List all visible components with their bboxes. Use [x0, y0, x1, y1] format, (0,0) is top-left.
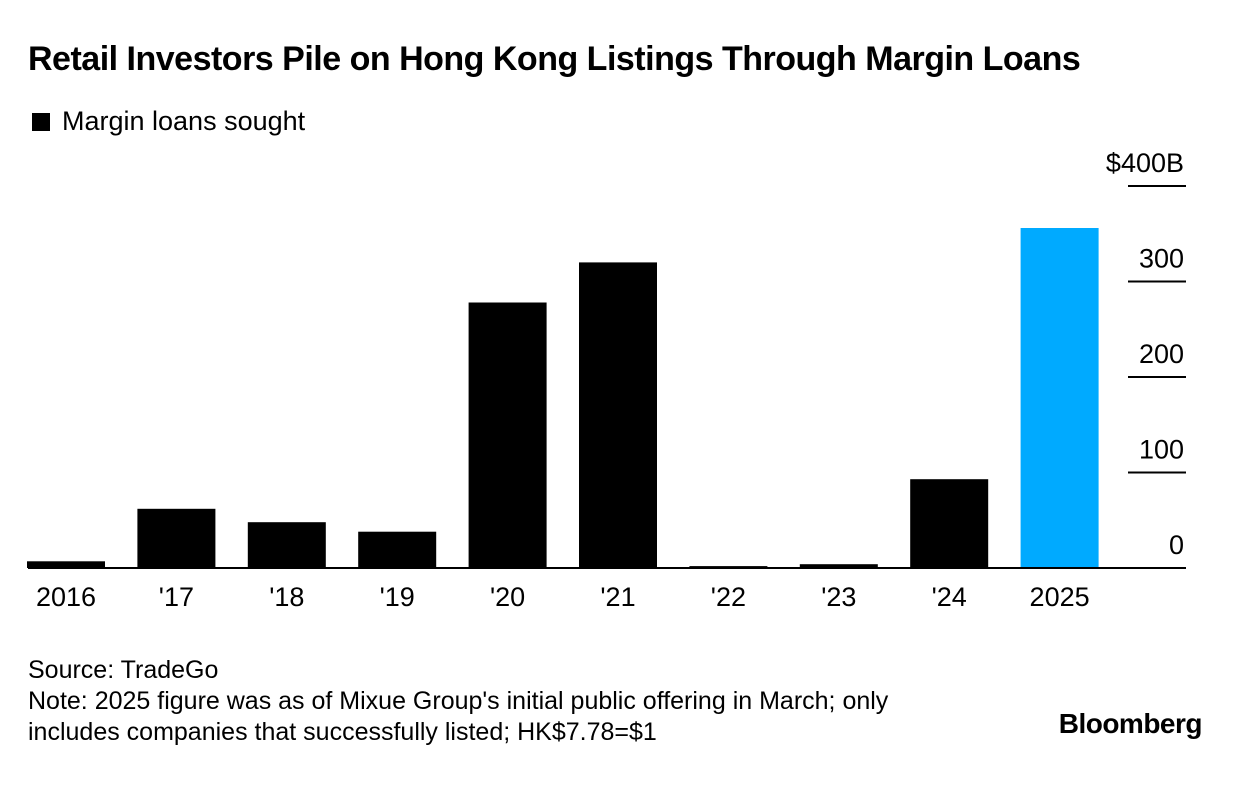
bar-18 [247, 522, 326, 568]
legend-label: Margin loans sought [62, 106, 306, 136]
x-tick-label-20: '20 [490, 582, 525, 612]
y-tick-label-200: 200 [1139, 339, 1184, 369]
footnote-line-1: Note: 2025 figure was as of Mixue Group'… [28, 687, 889, 715]
bar-2025 [1020, 228, 1099, 568]
x-tick-label-21: '21 [600, 582, 635, 612]
bar-17 [137, 508, 216, 568]
bar-19 [358, 531, 437, 568]
bar-23 [799, 564, 878, 568]
x-tick-label-19: '19 [380, 582, 415, 612]
footnote-line-2: includes companies that successfully lis… [28, 718, 657, 746]
x-tick-label-2025: 2025 [1030, 582, 1090, 612]
x-tick-label-18: '18 [269, 582, 304, 612]
bar-24 [910, 479, 989, 568]
bar-2016 [27, 561, 105, 568]
legend: Margin loans sought [32, 106, 305, 137]
legend-swatch [32, 112, 50, 131]
y-tick-label-300: 300 [1139, 244, 1184, 274]
bar-21 [579, 262, 657, 568]
x-tick-label-22: '22 [711, 582, 746, 612]
x-tick-label-2016: 2016 [36, 582, 96, 612]
y-tick-label-400: $400B [1106, 148, 1184, 178]
x-tick-label-17: '17 [159, 582, 194, 612]
y-tick-label-100: 100 [1139, 435, 1184, 465]
bar-20 [468, 302, 547, 568]
x-tick-label-23: '23 [821, 582, 856, 612]
bloomberg-logo: Bloomberg [1058, 708, 1203, 739]
chart-footer: Source: TradeGo Note: 2025 figure was as… [28, 655, 888, 748]
chart-title: Retail Investors Pile on Hong Kong Listi… [28, 40, 1081, 78]
x-tick-label-24: '24 [932, 582, 967, 612]
y-tick-label-0: 0 [1169, 530, 1184, 560]
bar-chart: 0 100 200 300 $400B 2016 '17 '18 '19 '20 '21 '22 '23… [27, 148, 1186, 612]
source-note: Source: TradeGo [28, 656, 219, 684]
